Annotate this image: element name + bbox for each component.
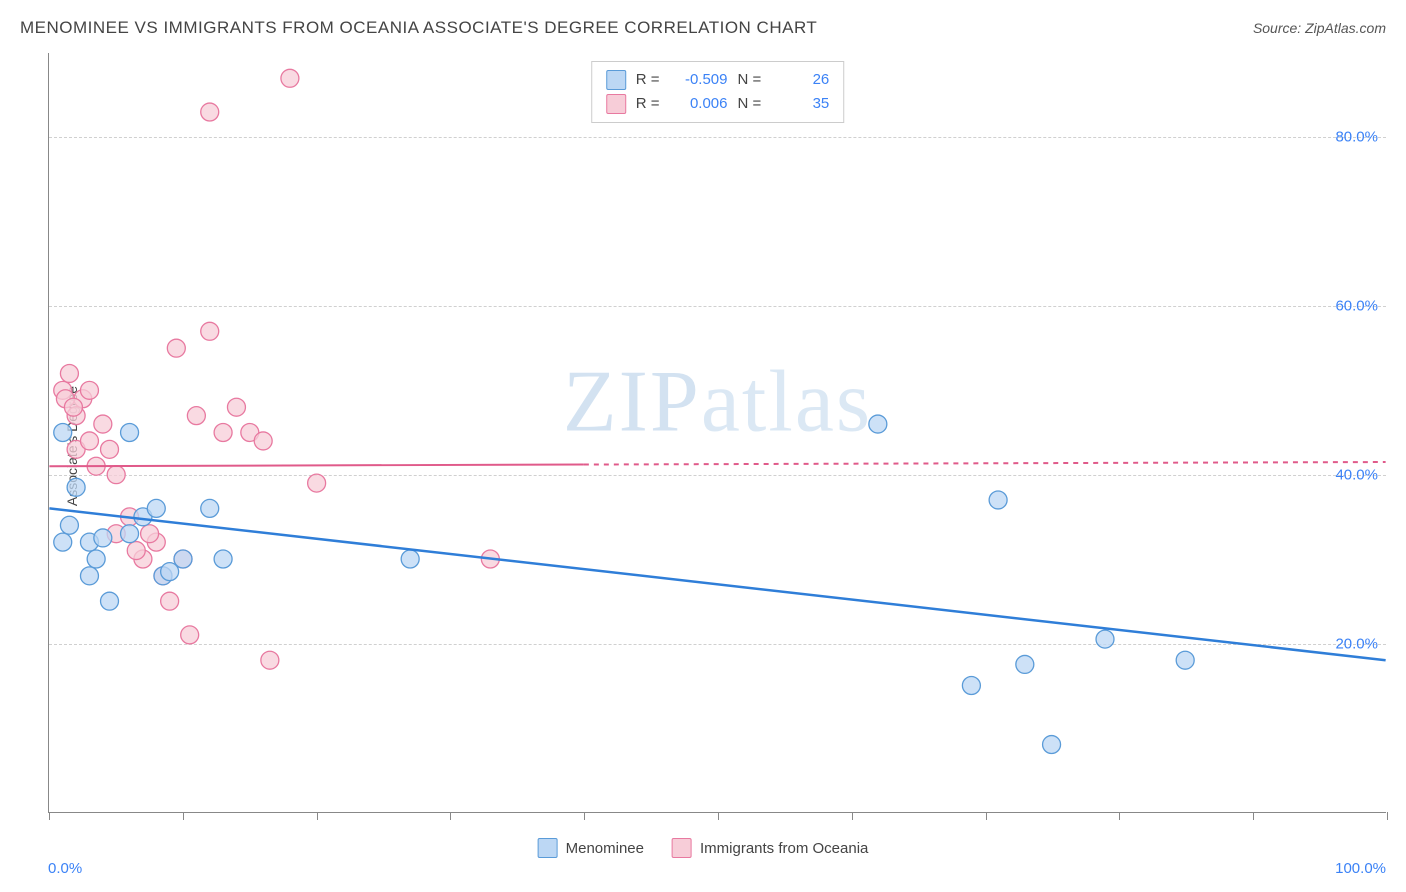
data-point	[60, 516, 78, 534]
x-tick-mark	[584, 812, 585, 820]
x-tick-mark	[317, 812, 318, 820]
data-point	[187, 407, 205, 425]
n-value-1: 35	[771, 92, 829, 116]
trend-line	[49, 465, 583, 467]
legend-bottom: Menominee Immigrants from Oceania	[538, 838, 869, 858]
legend-bottom-swatch-1	[672, 838, 692, 858]
data-point	[94, 415, 112, 433]
data-point	[94, 529, 112, 547]
legend-stats-row-1: R = 0.006 N = 35	[606, 92, 830, 116]
n-value-0: 26	[771, 68, 829, 92]
data-point	[101, 592, 119, 610]
data-point	[147, 499, 165, 517]
data-point	[107, 466, 125, 484]
data-point	[161, 592, 179, 610]
data-point	[201, 103, 219, 121]
legend-swatch-1	[606, 94, 626, 114]
data-point	[80, 432, 98, 450]
data-point	[141, 525, 159, 543]
x-tick-mark	[450, 812, 451, 820]
x-tick-mark	[1253, 812, 1254, 820]
data-point	[261, 651, 279, 669]
x-tick-mark	[1119, 812, 1120, 820]
data-point	[308, 474, 326, 492]
data-point	[127, 542, 145, 560]
data-point	[989, 491, 1007, 509]
data-point	[1016, 655, 1034, 673]
chart-title: MENOMINEE VS IMMIGRANTS FROM OCEANIA ASS…	[20, 18, 817, 38]
data-point	[174, 550, 192, 568]
data-point	[254, 432, 272, 450]
data-point	[80, 567, 98, 585]
source-name: ZipAtlas.com	[1305, 20, 1386, 36]
data-point	[962, 677, 980, 695]
trend-line-dashed	[584, 462, 1386, 465]
data-point	[121, 424, 139, 442]
data-point	[181, 626, 199, 644]
x-tick-mark	[986, 812, 987, 820]
data-point	[60, 364, 78, 382]
x-axis-end: 100.0%	[1335, 860, 1386, 877]
source-prefix: Source:	[1253, 20, 1305, 36]
data-point	[1096, 630, 1114, 648]
data-point	[201, 322, 219, 340]
x-axis-labels: 0.0% 100.0%	[48, 860, 1386, 884]
data-point	[87, 550, 105, 568]
r-label-1: R =	[636, 92, 660, 116]
data-point	[80, 381, 98, 399]
x-tick-mark	[718, 812, 719, 820]
n-label-1: N =	[738, 92, 762, 116]
data-point	[167, 339, 185, 357]
x-axis-start: 0.0%	[48, 860, 82, 877]
data-point	[201, 499, 219, 517]
r-label: R =	[636, 68, 660, 92]
r-value-1: 0.006	[670, 92, 728, 116]
legend-bottom-label-0: Menominee	[566, 840, 644, 857]
data-point	[869, 415, 887, 433]
plot-svg	[49, 53, 1386, 812]
legend-bottom-swatch-0	[538, 838, 558, 858]
data-point	[121, 525, 139, 543]
trend-line	[49, 508, 1385, 660]
data-point	[281, 69, 299, 87]
legend-stats-box: R = -0.509 N = 26 R = 0.006 N = 35	[591, 61, 845, 123]
legend-swatch-0	[606, 70, 626, 90]
x-tick-mark	[183, 812, 184, 820]
legend-item-0: Menominee	[538, 838, 644, 858]
data-point	[101, 440, 119, 458]
chart-source: Source: ZipAtlas.com	[1253, 20, 1386, 36]
legend-stats-row-0: R = -0.509 N = 26	[606, 68, 830, 92]
chart-header: MENOMINEE VS IMMIGRANTS FROM OCEANIA ASS…	[20, 18, 1386, 38]
n-label: N =	[738, 68, 762, 92]
x-tick-mark	[1387, 812, 1388, 820]
data-point	[401, 550, 419, 568]
data-point	[67, 478, 85, 496]
legend-item-1: Immigrants from Oceania	[672, 838, 868, 858]
data-point	[54, 533, 72, 551]
data-point	[64, 398, 82, 416]
x-tick-mark	[852, 812, 853, 820]
plot-area: ZIPatlas R = -0.509 N = 26 R = 0.006 N =…	[48, 53, 1386, 813]
r-value-0: -0.509	[670, 68, 728, 92]
data-point	[1043, 736, 1061, 754]
data-point	[227, 398, 245, 416]
data-point	[1176, 651, 1194, 669]
x-tick-mark	[49, 812, 50, 820]
legend-bottom-label-1: Immigrants from Oceania	[700, 840, 868, 857]
data-point	[214, 424, 232, 442]
data-point	[214, 550, 232, 568]
data-point	[54, 424, 72, 442]
